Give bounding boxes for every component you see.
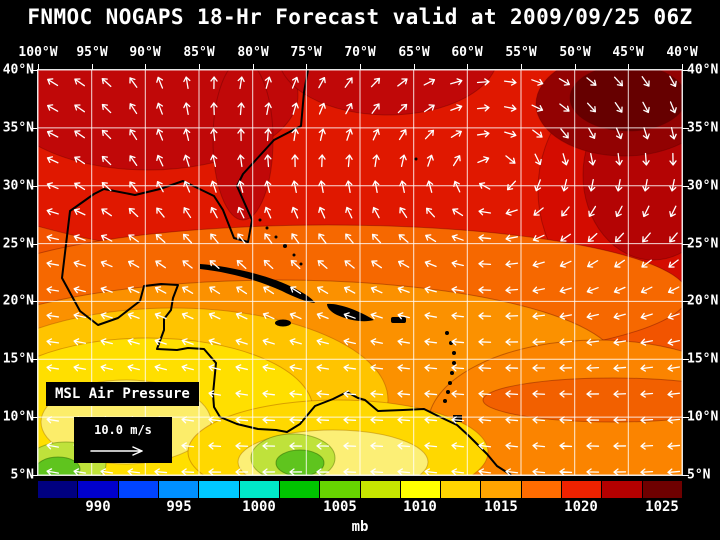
axis-tick <box>682 243 689 245</box>
axis-tick <box>682 127 689 129</box>
colorbar-segment <box>78 481 119 498</box>
colorbar-segment <box>38 481 79 498</box>
lat-label: 40°N <box>2 62 34 78</box>
colorbar-segment <box>481 481 522 498</box>
lon-label: 60°W <box>451 45 483 60</box>
colorbar-segment <box>400 481 442 498</box>
axis-tick <box>574 64 576 70</box>
axis-tick <box>467 64 469 70</box>
colorbar-segment <box>602 481 643 498</box>
lat-label: 10°N <box>2 409 34 425</box>
colorbar-tick-label: 1000 <box>242 499 276 515</box>
axis-tick <box>521 64 522 70</box>
colorbar-tick-label: 1015 <box>484 499 518 515</box>
lat-label: 20°N <box>2 293 34 309</box>
lon-label: 75°W <box>290 45 322 60</box>
lon-label: 40°W <box>666 45 698 60</box>
lat-label: 25°N <box>687 236 719 252</box>
axis-tick <box>31 185 38 187</box>
wind-scale-legend: 10.0 m/s <box>74 417 172 463</box>
lon-label: 95°W <box>76 45 108 60</box>
latlon-grid <box>38 70 682 475</box>
lat-label: 15°N <box>687 351 719 367</box>
lon-label: 50°W <box>559 45 591 60</box>
colorbar-unit-label: mb <box>351 519 369 535</box>
lat-label: 5°N <box>10 467 34 483</box>
lat-label: 10°N <box>687 409 719 425</box>
axis-tick <box>199 64 200 70</box>
axis-tick <box>31 417 38 419</box>
forecast-map: MSL Air Pressure 10.0 m/s <box>38 70 682 475</box>
lon-label: 70°W <box>344 45 376 60</box>
map-canvas <box>38 70 682 475</box>
colorbar-segment <box>239 481 280 498</box>
lat-label: 15°N <box>2 351 34 367</box>
colorbar-tick-label: 1010 <box>403 499 437 515</box>
axis-tick <box>31 359 38 361</box>
axis-tick <box>682 301 689 303</box>
colorbar-tick-label: 1020 <box>564 499 598 515</box>
lat-label: 35°N <box>687 120 719 136</box>
axis-tick <box>31 70 38 71</box>
colorbar-segment <box>562 481 603 498</box>
axis-tick <box>360 64 361 70</box>
axis-tick <box>145 64 147 70</box>
colorbar-tick-label: 1005 <box>323 499 357 515</box>
axis-tick <box>31 475 38 476</box>
lon-label: 55°W <box>505 45 537 60</box>
lon-label: 80°W <box>237 45 269 60</box>
coastlines <box>61 70 512 475</box>
wind-scale-value: 10.0 m/s <box>94 423 152 437</box>
lat-label: 30°N <box>687 178 719 194</box>
colorbar-segment <box>279 481 321 498</box>
lon-label: 90°W <box>129 45 161 60</box>
colorbar-segment <box>118 481 159 498</box>
lon-label: 65°W <box>398 45 430 60</box>
lat-label: 30°N <box>2 178 34 194</box>
lat-label: 40°N <box>687 62 719 78</box>
axis-tick <box>682 359 689 361</box>
axis-tick <box>682 185 689 187</box>
axis-tick <box>682 417 689 419</box>
field-title: MSL Air Pressure <box>46 382 199 406</box>
axis-tick <box>682 475 689 476</box>
lon-label: 85°W <box>183 45 215 60</box>
axis-tick <box>628 64 630 70</box>
axis-tick <box>38 64 39 70</box>
axis-tick <box>31 301 38 303</box>
lat-label: 35°N <box>2 120 34 136</box>
lat-label: 5°N <box>687 467 711 483</box>
colorbar-tick-label: 1025 <box>645 499 679 515</box>
colorbar <box>38 481 682 498</box>
axis-tick <box>31 243 38 245</box>
colorbar-segment <box>642 481 682 498</box>
colorbar-tick-label: 995 <box>166 499 192 515</box>
lon-label: 45°W <box>612 45 644 60</box>
axis-tick <box>682 70 689 71</box>
colorbar-segment <box>521 481 563 498</box>
axis-tick <box>252 64 254 70</box>
lat-label: 20°N <box>687 293 719 309</box>
page-title: FNMOC NOGAPS 18-Hr Forecast valid at 200… <box>27 5 693 29</box>
wind-scale-arrow-icon <box>90 446 143 456</box>
lat-label: 25°N <box>2 236 34 252</box>
axis-tick <box>31 127 38 129</box>
colorbar-tick-label: 990 <box>85 499 111 515</box>
colorbar-segment <box>199 481 240 498</box>
colorbar-segment <box>360 481 401 498</box>
colorbar-segment <box>158 481 200 498</box>
axis-tick <box>682 64 683 70</box>
lon-label: 100°W <box>18 45 58 60</box>
colorbar-segment <box>320 481 361 498</box>
colorbar-segment <box>441 481 482 498</box>
axis-tick <box>91 64 93 70</box>
axis-tick <box>306 64 308 70</box>
axis-tick <box>413 64 415 70</box>
